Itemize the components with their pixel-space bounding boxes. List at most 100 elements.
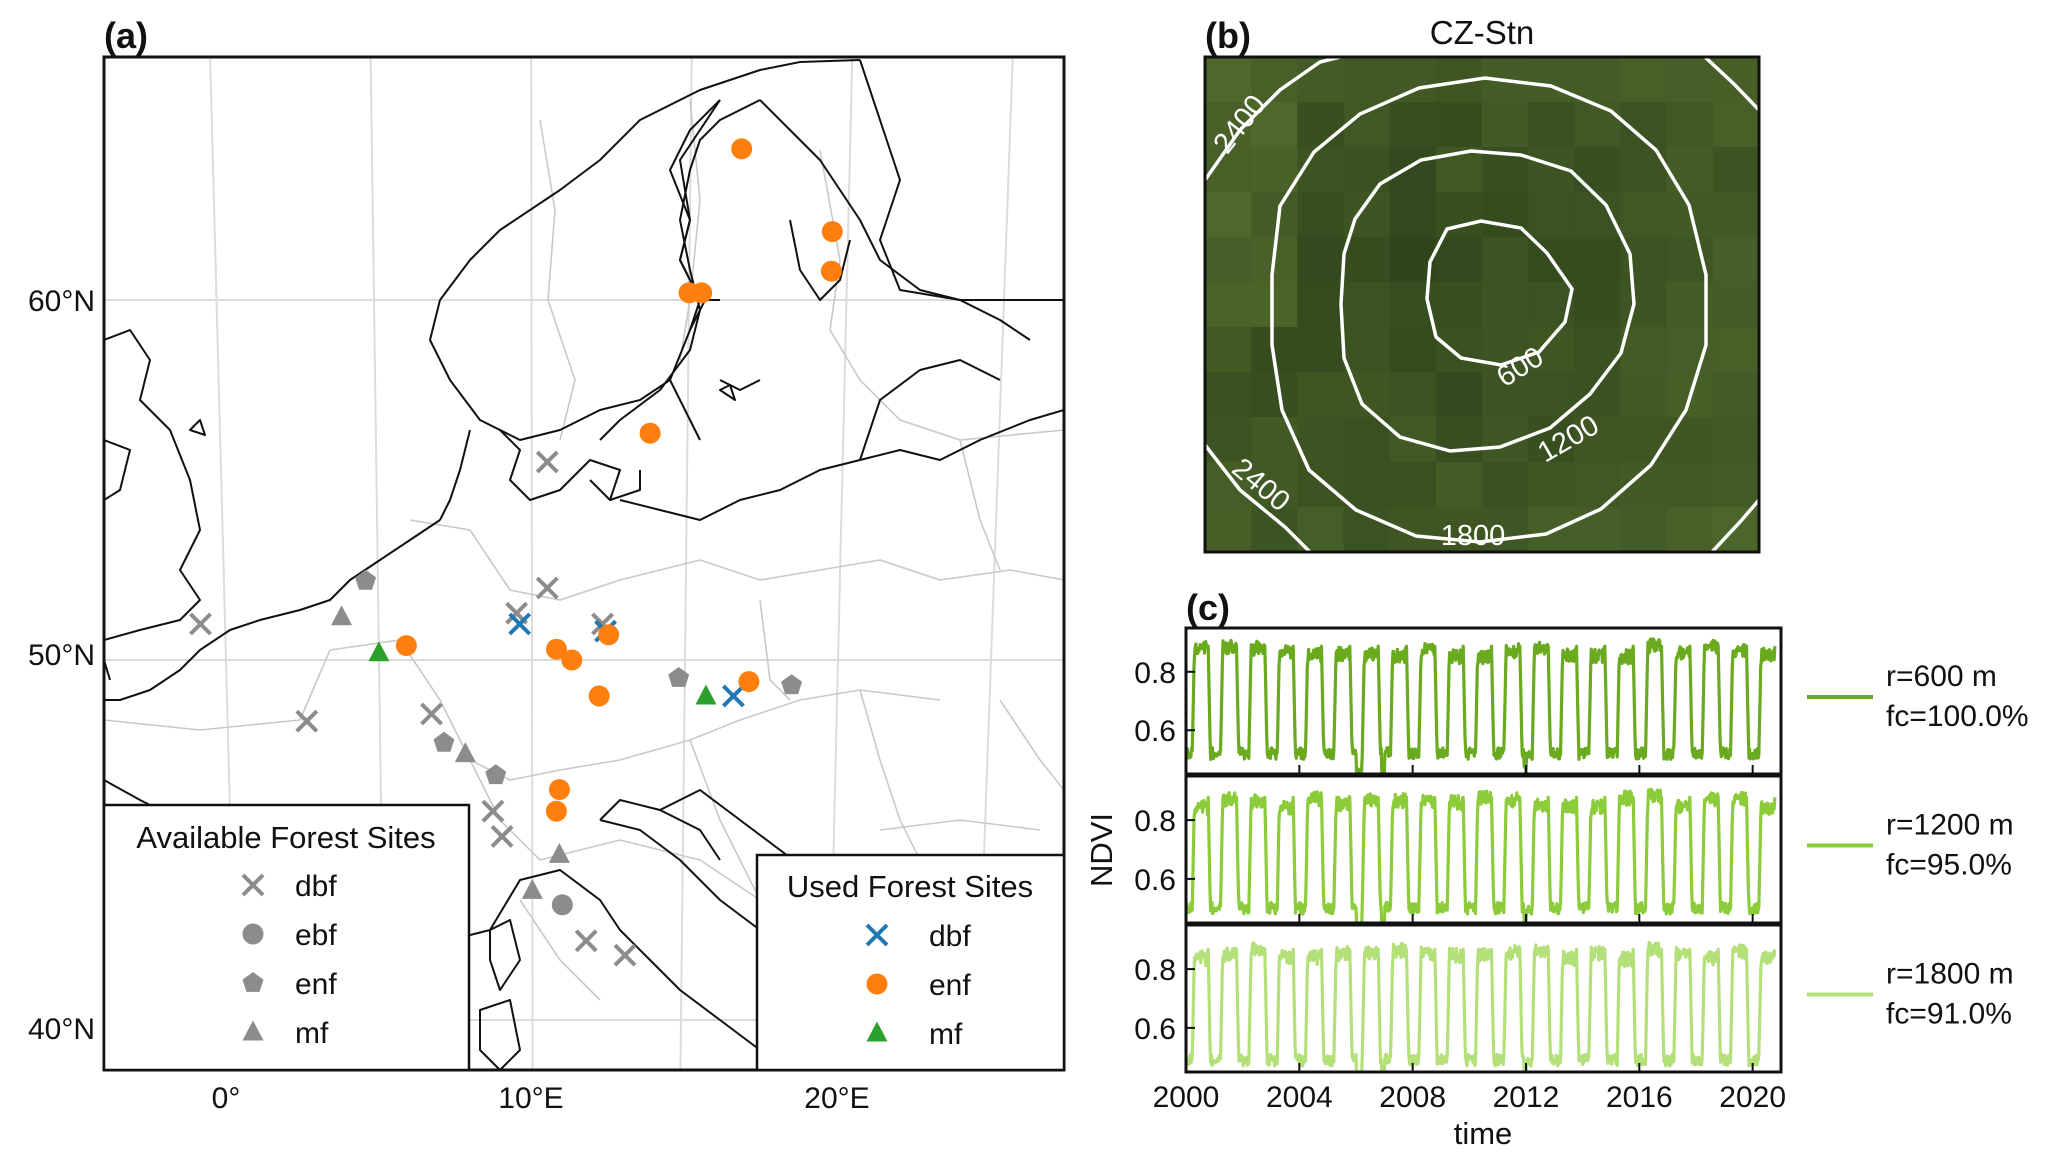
c-ytick-label: 0.6 (1134, 1013, 1176, 1046)
pixel (1205, 57, 1252, 103)
site-available-mf-0 (331, 605, 353, 626)
site-available-dbf-6 (481, 799, 505, 823)
ndvi-subplot-2 (1186, 787, 1777, 923)
pixel (1343, 282, 1391, 328)
site-available-dbf-5 (535, 450, 559, 474)
pixel (1620, 282, 1668, 328)
ndvi-subplot-1 (1186, 637, 1777, 774)
legend-used-marker-dbf (865, 923, 889, 947)
pixel (1712, 327, 1759, 373)
pixel (1435, 507, 1483, 552)
site-used-enf-7 (545, 638, 567, 660)
c-legend: r=600 m fc=100.0% r=1200 m fc=95.0% r=1800 m… (1807, 660, 2029, 1031)
pixel (1666, 462, 1714, 508)
pixel (1712, 102, 1759, 148)
lon-tick-10: 10°E (498, 1082, 563, 1115)
pixel (1574, 327, 1622, 373)
pixel (1297, 192, 1345, 238)
map-frame (102, 55, 1066, 1072)
pixel (1528, 372, 1576, 418)
pixel (1205, 372, 1252, 418)
pixel (1620, 147, 1668, 193)
site-used-enf-1 (821, 221, 843, 243)
c-ylabel: NDVI (1084, 813, 1119, 887)
legend-available-title: Available Forest Sites (136, 820, 435, 855)
satellite-pixels (1205, 57, 1759, 552)
pixel (1297, 57, 1345, 103)
ndvi-series-2 (1186, 787, 1777, 923)
legend-available-marker-dbf (241, 873, 265, 897)
pixel (1251, 282, 1299, 328)
pixel (1343, 102, 1391, 148)
c-ytick-label: 0.8 (1134, 805, 1176, 838)
site-used-enf-8 (561, 649, 583, 671)
panel-c-label: (c) (1186, 587, 1230, 628)
footprint-contours (1205, 57, 1759, 552)
meridian-15 (679, 57, 693, 1070)
pixel (1435, 192, 1483, 238)
pixel (1435, 282, 1483, 328)
pixel (1620, 192, 1668, 238)
pixel (1482, 237, 1529, 283)
site-used-dbf-0 (508, 612, 532, 636)
pixel (1297, 102, 1345, 148)
legend-available-label-dbf: dbf (295, 870, 337, 903)
pixel (1251, 192, 1299, 238)
c-xtick-label-2016: 2016 (1606, 1081, 1673, 1114)
pixel (1712, 282, 1759, 328)
lat-tick-60: 60°N (28, 285, 95, 318)
pixel (1482, 102, 1529, 148)
c-legend-fc-2: fc=95.0% (1886, 849, 2012, 882)
pixel (1297, 147, 1345, 193)
c-legend-fc-1: fc=100.0% (1886, 700, 2029, 733)
legend-used-label-enf: enf (929, 969, 971, 1002)
site-used-enf-11 (738, 671, 760, 693)
pixel (1205, 327, 1252, 373)
pixel (1389, 57, 1437, 103)
lon-tick-0: 0° (212, 1082, 241, 1115)
pixel (1251, 147, 1299, 193)
pixel (1574, 507, 1622, 552)
pixel (1251, 417, 1299, 463)
pixel (1343, 327, 1391, 373)
site-available-dbf-9 (613, 943, 637, 967)
legend-available-marker-enf (242, 972, 264, 992)
panel-a-label: (a) (104, 15, 148, 56)
ndvi-subplots: 0.6 0.8 0.6 0.8 0.6 0.8 (1134, 626, 1783, 1074)
pixel (1297, 507, 1345, 552)
pixel (1666, 57, 1714, 103)
site-used-enf-10 (588, 685, 610, 707)
c-ytick-label: 0.6 (1134, 715, 1176, 748)
pixel (1389, 102, 1437, 148)
legend-used-marker-mf (866, 1021, 888, 1042)
site-available-enf-3 (668, 667, 690, 687)
legend-used-label-mf: mf (929, 1018, 963, 1051)
pixel (1620, 237, 1668, 283)
site-available-mf-2 (548, 842, 570, 863)
pixel (1297, 417, 1345, 463)
pixel (1297, 327, 1345, 373)
panel-b-frame (1203, 55, 1761, 554)
site-available-dbf-0 (189, 612, 212, 636)
pixel (1620, 372, 1668, 418)
c-xtick-label-2004: 2004 (1266, 1081, 1333, 1114)
contour-2400-upper (1205, 57, 1341, 182)
c-xtick-label-2020: 2020 (1719, 1081, 1786, 1114)
site-available-mf-3 (521, 878, 543, 899)
panel-c: (c) 0.60.80.60.80.60.8 NDVI time 2000 200… (1084, 587, 2029, 1151)
pixel (1574, 372, 1622, 418)
contour-2400-right-top (1703, 57, 1759, 112)
site-available-enf-2 (485, 764, 507, 785)
pixel (1528, 192, 1576, 238)
pixel (1482, 462, 1529, 508)
pixel (1574, 417, 1622, 463)
site-available-dbf-4 (535, 576, 559, 600)
c-legend-radius-2: r=1200 m (1886, 809, 2014, 842)
site-available-dbf-7 (490, 824, 514, 848)
c-legend-fc-3: fc=91.0% (1886, 998, 2012, 1031)
pixel (1712, 417, 1759, 463)
meridian--5 (48, 12, 90, 1092)
site-available-ebf-0 (551, 894, 573, 916)
legend-available-label-ebf: ebf (295, 919, 337, 952)
